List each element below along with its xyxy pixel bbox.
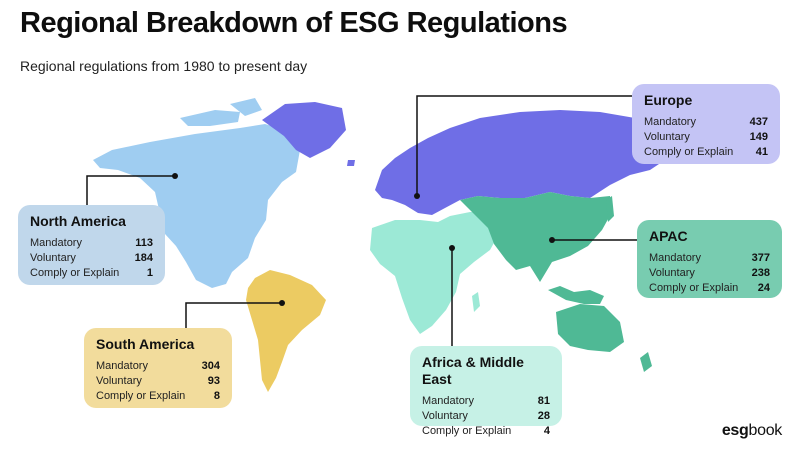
stat-value: 184 bbox=[134, 252, 153, 264]
stat-label: Voluntary bbox=[644, 131, 690, 143]
region-apac bbox=[460, 192, 652, 372]
stat-value: 28 bbox=[537, 410, 550, 422]
page-subtitle: Regional regulations from 1980 to presen… bbox=[20, 58, 308, 74]
stat-label: Mandatory bbox=[422, 395, 474, 407]
stat-value: 304 bbox=[201, 360, 220, 372]
europe-dot bbox=[414, 193, 420, 199]
page-title: Regional Breakdown of ESG Regulations bbox=[20, 7, 568, 39]
stat-value: 149 bbox=[749, 131, 768, 143]
stat-row: Mandatory 437 bbox=[644, 115, 768, 130]
stat-label: Voluntary bbox=[422, 410, 468, 422]
stat-row: Voluntary 28 bbox=[422, 409, 550, 424]
stat-value: 93 bbox=[207, 375, 220, 387]
south-america-pointer bbox=[185, 302, 282, 330]
stat-value: 81 bbox=[537, 395, 550, 407]
stat-label: Comply or Explain bbox=[30, 267, 120, 279]
region-card-title: APAC bbox=[649, 228, 688, 244]
stat-row: Comply or Explain 1 bbox=[30, 266, 153, 281]
stat-label: Voluntary bbox=[96, 375, 142, 387]
europe-pointer bbox=[416, 95, 632, 196]
region-card-title: Africa & Middle East bbox=[422, 354, 524, 387]
stat-row: Mandatory 304 bbox=[96, 359, 220, 374]
region-card-title: Europe bbox=[644, 92, 693, 108]
apac-dot bbox=[549, 237, 555, 243]
region-card-south-america: South America Mandatory 304 Voluntary 93 C… bbox=[84, 328, 232, 408]
region-card-title: North America bbox=[30, 213, 126, 229]
stat-label: Mandatory bbox=[30, 237, 82, 249]
region-card-africa-middle-east: Africa & Middle East Mandatory 81 Volunta… bbox=[410, 346, 562, 437]
region-south-america bbox=[246, 270, 326, 392]
logo-light-text: book bbox=[748, 422, 783, 439]
logo-bold-text: esg bbox=[721, 422, 749, 439]
stat-label: Mandatory bbox=[649, 252, 701, 264]
stat-value: 24 bbox=[757, 282, 770, 294]
stat-row: Comply or Explain 24 bbox=[649, 281, 770, 296]
stat-row: Comply or Explain 4 bbox=[422, 424, 550, 439]
stat-row: Mandatory 113 bbox=[30, 236, 153, 251]
stat-value: 377 bbox=[751, 252, 770, 264]
stat-value: 113 bbox=[135, 237, 153, 249]
stat-label: Mandatory bbox=[644, 116, 696, 128]
stat-value: 1 bbox=[146, 267, 153, 279]
stat-label: Comply or Explain bbox=[644, 146, 734, 158]
region-africa-middle-east bbox=[370, 212, 500, 334]
stat-row: Voluntary 238 bbox=[649, 266, 770, 281]
stat-label: Comply or Explain bbox=[422, 425, 512, 437]
stat-row: Mandatory 377 bbox=[649, 251, 770, 266]
region-north-america bbox=[93, 98, 300, 288]
stat-row: Mandatory 81 bbox=[422, 394, 550, 409]
stat-row: Comply or Explain 8 bbox=[96, 389, 220, 404]
region-europe bbox=[347, 110, 670, 215]
africa-dot bbox=[449, 245, 455, 251]
stat-row: Voluntary 93 bbox=[96, 374, 220, 389]
esgbook-logo: esgbook bbox=[722, 422, 782, 440]
north-america-pointer bbox=[86, 175, 175, 205]
stat-label: Comply or Explain bbox=[649, 282, 739, 294]
stat-value: 437 bbox=[749, 116, 768, 128]
stat-value: 238 bbox=[751, 267, 770, 279]
region-card-europe: Europe Mandatory 437 Voluntary 149 Comply … bbox=[632, 84, 780, 164]
stat-label: Mandatory bbox=[96, 360, 148, 372]
stat-value: 8 bbox=[213, 390, 220, 402]
region-card-title: South America bbox=[96, 336, 195, 352]
stat-value: 4 bbox=[543, 425, 550, 437]
south-america-dot bbox=[279, 300, 285, 306]
stat-label: Voluntary bbox=[649, 267, 695, 279]
stat-row: Voluntary 184 bbox=[30, 251, 153, 266]
stat-label: Comply or Explain bbox=[96, 390, 186, 402]
stat-value: 41 bbox=[755, 146, 768, 158]
region-card-apac: APAC Mandatory 377 Voluntary 238 Comply or… bbox=[637, 220, 782, 298]
pointer-lines bbox=[86, 95, 637, 355]
stat-label: Voluntary bbox=[30, 252, 76, 264]
pointer-dots bbox=[172, 173, 555, 306]
region-greenland bbox=[262, 102, 346, 158]
north-america-dot bbox=[172, 173, 178, 179]
stat-row: Comply or Explain 41 bbox=[644, 145, 768, 160]
region-card-north-america: North America Mandatory 113 Voluntary 184 … bbox=[18, 205, 165, 285]
stat-row: Voluntary 149 bbox=[644, 130, 768, 145]
